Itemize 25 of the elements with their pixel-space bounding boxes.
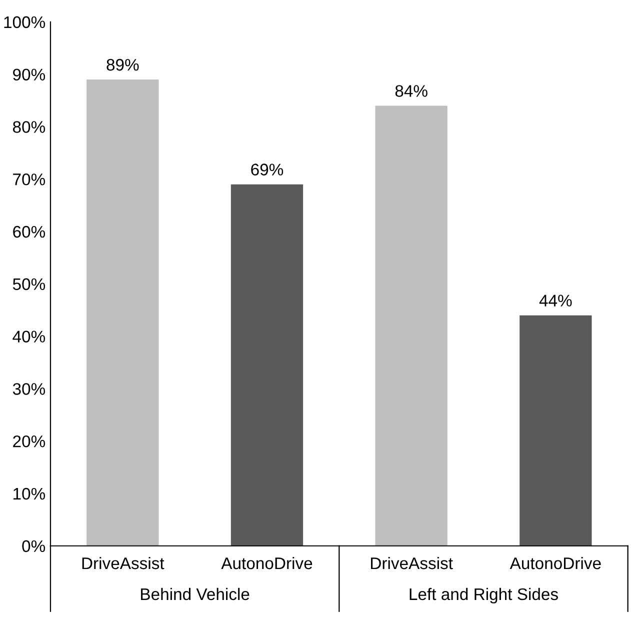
y-tick-label: 10% <box>14 488 46 500</box>
data-label: 89% <box>106 58 139 71</box>
y-tick-label: 40% <box>12 330 46 342</box>
x-tick-label: AutonoDrive <box>221 556 312 570</box>
data-label: 44% <box>539 294 572 306</box>
bar <box>520 315 592 546</box>
bar <box>86 80 159 546</box>
y-tick-label: 70% <box>13 174 46 186</box>
y-tick-label: 30% <box>12 383 46 395</box>
x-tick-label: AutonoDrive <box>510 556 601 570</box>
x-tick-label: DriveAssist <box>82 556 164 570</box>
y-tick-label: 60% <box>13 226 46 238</box>
bar <box>230 184 304 546</box>
bar <box>375 106 448 546</box>
x-tick-label: DriveAssist <box>371 556 453 570</box>
data-label: 84% <box>395 85 428 97</box>
text: Behind Vehicle <box>141 588 250 600</box>
y-tick-label: 90% <box>13 68 46 81</box>
y-tick-label: 20% <box>13 435 46 448</box>
y-tick-label: 80% <box>12 121 46 133</box>
y-tick-label: 100% <box>4 16 46 28</box>
y-tick-label: 0% <box>22 540 46 552</box>
data-label: 69% <box>251 164 284 176</box>
y-tick-label: 50% <box>12 278 46 290</box>
text: Left and Right Sides <box>410 588 558 604</box>
